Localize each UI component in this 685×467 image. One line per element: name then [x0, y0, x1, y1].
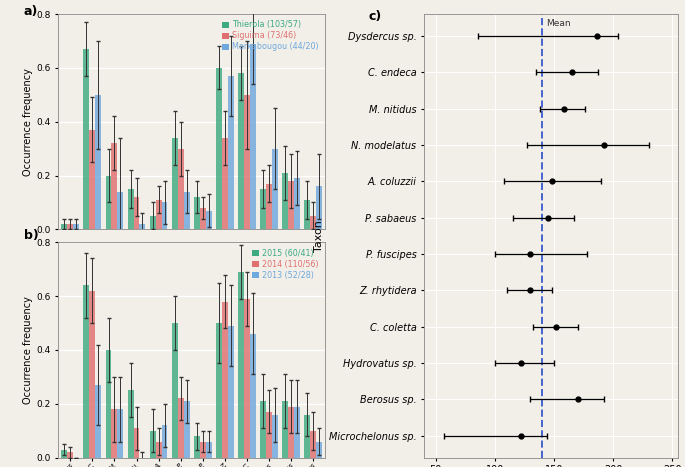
Bar	[304, 415, 310, 458]
Legend: Thierola (103/57), Siguima (73/46), Markabougou (44/20): Thierola (103/57), Siguima (73/46), Mark…	[220, 18, 321, 54]
Bar	[194, 436, 200, 458]
Bar	[294, 406, 300, 458]
Bar	[140, 224, 145, 229]
Bar	[194, 197, 200, 229]
Bar	[238, 73, 244, 229]
Bar	[62, 450, 67, 458]
Bar	[216, 323, 222, 458]
Bar	[95, 95, 101, 229]
Bar	[260, 189, 266, 229]
Bar	[250, 334, 256, 458]
Bar	[172, 138, 177, 229]
Bar	[294, 178, 300, 229]
Bar	[162, 425, 168, 458]
Bar	[282, 173, 288, 229]
Bar	[288, 181, 294, 229]
Bar	[127, 189, 134, 229]
Bar	[149, 216, 155, 229]
Bar	[310, 431, 316, 458]
Bar	[316, 186, 322, 229]
Bar	[84, 285, 90, 458]
Bar	[260, 401, 266, 458]
Bar	[134, 428, 140, 458]
Bar	[272, 149, 277, 229]
Bar	[105, 176, 112, 229]
Bar	[288, 406, 294, 458]
Text: c): c)	[368, 9, 382, 22]
Bar	[250, 43, 256, 229]
Y-axis label: Occurrence frequency: Occurrence frequency	[23, 68, 34, 176]
Bar	[222, 138, 227, 229]
Bar	[162, 203, 168, 229]
Bar	[84, 49, 90, 229]
Bar	[112, 143, 117, 229]
Bar	[67, 452, 73, 458]
Bar	[117, 191, 123, 229]
Bar	[206, 211, 212, 229]
Bar	[90, 291, 95, 458]
Bar	[238, 272, 244, 458]
Bar	[200, 441, 206, 458]
Bar	[95, 385, 101, 458]
Y-axis label: Occurrence frequency: Occurrence frequency	[23, 296, 34, 404]
Bar	[282, 401, 288, 458]
Legend: 2015 (60/41), 2014 (110/56), 2013 (52/28): 2015 (60/41), 2014 (110/56), 2013 (52/28…	[250, 246, 321, 282]
Bar	[227, 326, 234, 458]
Bar	[222, 302, 227, 458]
Bar	[227, 76, 234, 229]
Bar	[272, 415, 277, 458]
Bar	[62, 224, 67, 229]
Bar	[112, 409, 117, 458]
Bar	[177, 149, 184, 229]
Bar	[244, 299, 250, 458]
Bar	[310, 216, 316, 229]
Bar	[73, 224, 79, 229]
Bar	[90, 130, 95, 229]
Bar	[244, 95, 250, 229]
Bar	[266, 412, 272, 458]
Text: a): a)	[23, 6, 38, 18]
Bar	[177, 398, 184, 458]
Bar	[127, 390, 134, 458]
Bar	[134, 197, 140, 229]
Bar	[184, 401, 190, 458]
Text: Mean: Mean	[546, 20, 571, 28]
Bar	[266, 184, 272, 229]
Bar	[216, 68, 222, 229]
Bar	[200, 208, 206, 229]
Bar	[117, 409, 123, 458]
Bar	[155, 441, 162, 458]
Text: b): b)	[23, 229, 38, 242]
Bar	[184, 191, 190, 229]
Bar	[105, 350, 112, 458]
Bar	[316, 441, 322, 458]
Bar	[67, 224, 73, 229]
Y-axis label: Taxon: Taxon	[314, 220, 325, 252]
Bar	[155, 200, 162, 229]
Bar	[149, 431, 155, 458]
Bar	[206, 441, 212, 458]
Bar	[304, 200, 310, 229]
Bar	[172, 323, 177, 458]
